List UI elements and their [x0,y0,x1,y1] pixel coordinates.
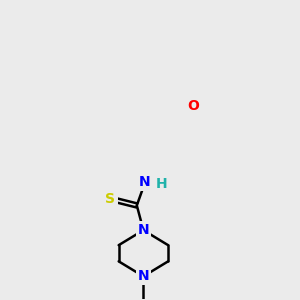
Text: O: O [187,100,199,113]
Text: S: S [105,192,116,206]
Text: H: H [156,177,167,191]
Text: N: N [139,175,151,189]
Text: N: N [138,269,149,283]
Text: N: N [138,223,149,237]
